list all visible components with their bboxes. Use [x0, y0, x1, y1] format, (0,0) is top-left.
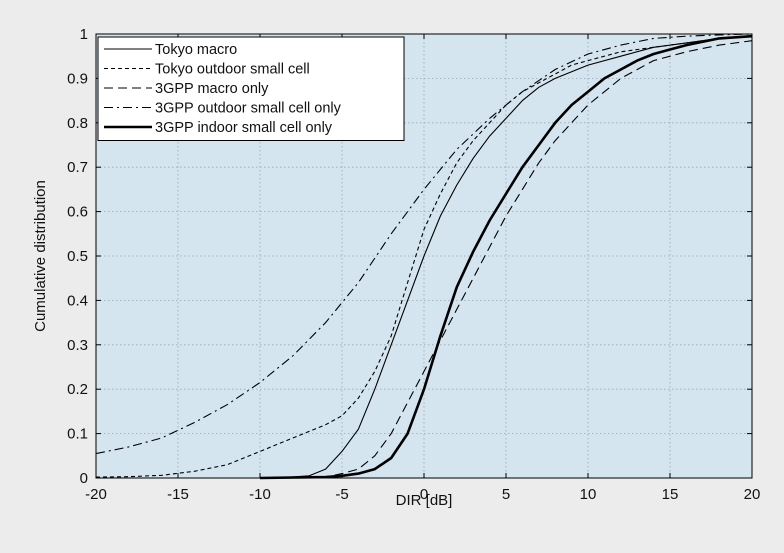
- x-tick-label: 20: [744, 486, 761, 503]
- legend-label: 3GPP outdoor small cell only: [155, 101, 342, 117]
- legend-label: 3GPP macro only: [155, 81, 269, 97]
- legend-label: Tokyo outdoor small cell: [155, 62, 310, 78]
- y-tick-label: 0.2: [67, 381, 88, 398]
- x-tick-label: 10: [580, 486, 597, 503]
- x-axis-ticks: -20 -15 -10 -5 0 5 10 15 20: [85, 34, 760, 503]
- y-tick-label: 0.6: [67, 204, 88, 221]
- x-axis-label: DIR [dB]: [396, 492, 453, 509]
- x-tick-label: -20: [85, 486, 107, 503]
- x-tick-label: -15: [167, 486, 189, 503]
- series-line-3: [292, 40, 753, 479]
- legend-box: [97, 36, 405, 141]
- x-tick-label: 5: [502, 486, 510, 503]
- x-tick-label: 15: [662, 486, 679, 503]
- y-tick-label: 0.7: [67, 159, 88, 176]
- legend-label: 3GPP indoor small cell only: [155, 120, 333, 136]
- y-tick-label: 0.3: [67, 337, 88, 354]
- x-tick-label: -5: [335, 486, 348, 503]
- y-tick-label: 0.5: [67, 248, 88, 265]
- y-tick-label: 0.8: [67, 115, 88, 132]
- y-tick-label: 0.1: [67, 426, 88, 443]
- series-lines: [95, 33, 753, 480]
- y-axis-label: Cumulative distribution: [32, 180, 49, 332]
- x-tick-label: 0: [420, 486, 428, 503]
- y-tick-label: 0: [80, 470, 88, 487]
- series-line-1: [276, 35, 753, 479]
- y-tick-label: 1: [80, 26, 88, 43]
- y-tick-label: 0.4: [67, 292, 88, 309]
- series-line-2: [95, 35, 753, 478]
- legend: Tokyo macro Tokyo outdoor small cell 3GPP …: [97, 36, 405, 141]
- x-tick-label: -10: [249, 486, 271, 503]
- y-axis-ticks: 0 0.1 0.2 0.3 0.4 0.5 0.6 0.7 0.8 0.9 1: [67, 26, 752, 487]
- series-line-5: [259, 34, 753, 480]
- series-line-4: [95, 33, 753, 455]
- y-tick-label: 0.9: [67, 70, 88, 87]
- legend-label: Tokyo macro: [155, 42, 237, 58]
